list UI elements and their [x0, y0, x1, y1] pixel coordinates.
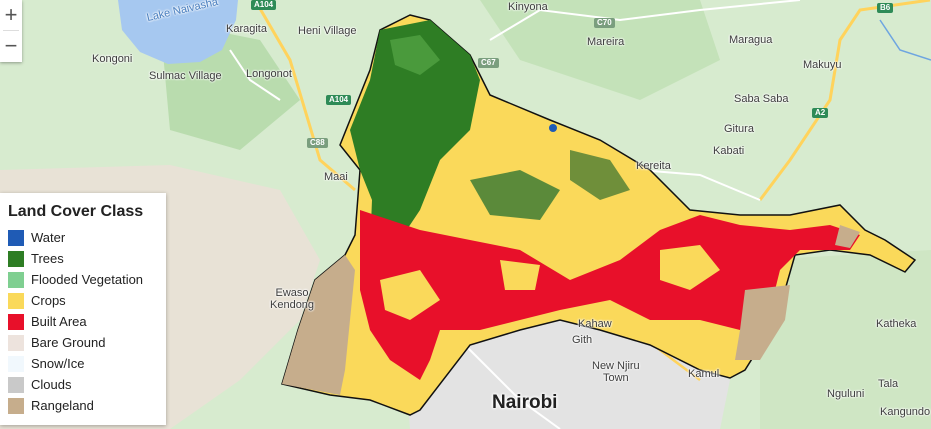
- place-heni-village: Heni Village: [298, 25, 357, 37]
- legend-swatch: [8, 334, 24, 351]
- legend-swatch: [8, 229, 24, 246]
- zoom-out-button[interactable]: −: [4, 33, 18, 58]
- legend-label: Trees: [31, 251, 64, 266]
- place-gitura: Gitura: [724, 123, 754, 135]
- place-kinyona: Kinyona: [508, 1, 548, 13]
- legend-swatch: [8, 313, 24, 330]
- legend-swatch: [8, 355, 24, 372]
- place-nairobi: Nairobi: [492, 392, 558, 413]
- place-kamulu: Kamul: [688, 368, 720, 380]
- place-longonot: Longonot: [246, 68, 292, 80]
- road-shield-b6: B6: [877, 3, 894, 13]
- lake-naivasha-water: [118, 0, 238, 64]
- zoom-divider: [3, 30, 19, 31]
- place-githurai: Gith: [572, 334, 593, 346]
- legend-label: Rangeland: [31, 398, 94, 413]
- road-shield-a104-mid: A104: [326, 95, 352, 105]
- legend-item-clouds: Clouds: [8, 374, 166, 395]
- legend-label: Flooded Vegetation: [31, 272, 144, 287]
- rangeland-west: [282, 255, 355, 395]
- legend-label: Built Area: [31, 314, 87, 329]
- place-kangundo: Kangundo: [880, 406, 931, 418]
- river-east: [879, 19, 931, 61]
- legend-swatch: [8, 292, 24, 309]
- legend-item-snow-ice: Snow/Ice: [8, 353, 166, 374]
- legend-panel: Land Cover Class Water Trees Flooded Veg…: [0, 193, 166, 425]
- legend-label: Crops: [31, 293, 66, 308]
- road-nairobi-south: [459, 339, 561, 429]
- road-minor-1: [229, 49, 281, 101]
- legend-item-flooded-vegetation: Flooded Vegetation: [8, 269, 166, 290]
- road-a2: [758, 0, 931, 201]
- legend-swatch: [8, 376, 24, 393]
- place-kongoni: Kongoni: [92, 53, 133, 65]
- place-mareira: Mareira: [587, 36, 625, 48]
- green-area-north: [480, 0, 720, 100]
- place-new-njiru: New Njiru Town: [592, 360, 640, 384]
- trees-region-light: [390, 35, 440, 75]
- road-shield-a104-top: A104: [251, 0, 277, 10]
- place-tala: Tala: [878, 378, 899, 390]
- legend-title: Land Cover Class: [8, 203, 144, 220]
- place-makuyu: Makuyu: [803, 59, 842, 71]
- legend-item-trees: Trees: [8, 248, 166, 269]
- crops-patch-1: [380, 270, 440, 320]
- legend-item-water: Water: [8, 227, 166, 248]
- legend-label: Snow/Ice: [31, 356, 85, 371]
- legend-label: Clouds: [31, 377, 72, 392]
- place-maragua: Maragua: [729, 34, 773, 46]
- legend-swatch: [8, 250, 24, 267]
- place-kahawa: Kahaw: [578, 318, 612, 330]
- rangeland-east-2: [835, 225, 860, 248]
- mixed-trees-patch-2: [570, 150, 630, 200]
- place-kereita: Kereita: [636, 160, 671, 172]
- legend-label: Bare Ground: [31, 335, 106, 350]
- road-shield-a2: A2: [812, 108, 829, 118]
- legend-item-bare-ground: Bare Ground: [8, 332, 166, 353]
- zoom-in-button[interactable]: +: [4, 2, 18, 27]
- legend-item-built-area: Built Area: [8, 311, 166, 332]
- mixed-trees-patch: [470, 170, 560, 220]
- place-kabati: Kabati: [713, 145, 745, 157]
- place-maai: Maai: [324, 171, 348, 183]
- legend-item-rangeland: Rangeland: [8, 395, 166, 416]
- green-area-east: [760, 250, 931, 429]
- crops-patch-3: [660, 245, 720, 290]
- road-a104: [253, 0, 356, 192]
- zoom-control: + −: [0, 0, 22, 62]
- trees-region: [350, 20, 480, 270]
- water-spot: [549, 124, 557, 132]
- rangeland-east: [735, 285, 790, 360]
- crops-patch-2: [500, 260, 540, 290]
- road-shield-c70: C70: [594, 18, 615, 28]
- legend-label: Water: [31, 230, 66, 245]
- place-ewaso-kedong: Ewaso Kendong: [270, 287, 315, 311]
- road-shield-c88: C88: [307, 138, 328, 148]
- legend-item-crops: Crops: [8, 290, 166, 311]
- legend-swatch: [8, 271, 24, 288]
- place-nguluni: Nguluni: [827, 388, 865, 400]
- place-sulmac-village: Sulmac Village: [149, 70, 222, 82]
- place-saba-saba: Saba Saba: [734, 93, 789, 105]
- place-karagita: Karagita: [226, 23, 267, 35]
- road-c70: [489, 0, 801, 41]
- place-katheka: Katheka: [876, 318, 917, 330]
- legend-swatch: [8, 397, 24, 414]
- road-shield-c67: C67: [478, 58, 499, 68]
- built-area-region: [360, 210, 860, 380]
